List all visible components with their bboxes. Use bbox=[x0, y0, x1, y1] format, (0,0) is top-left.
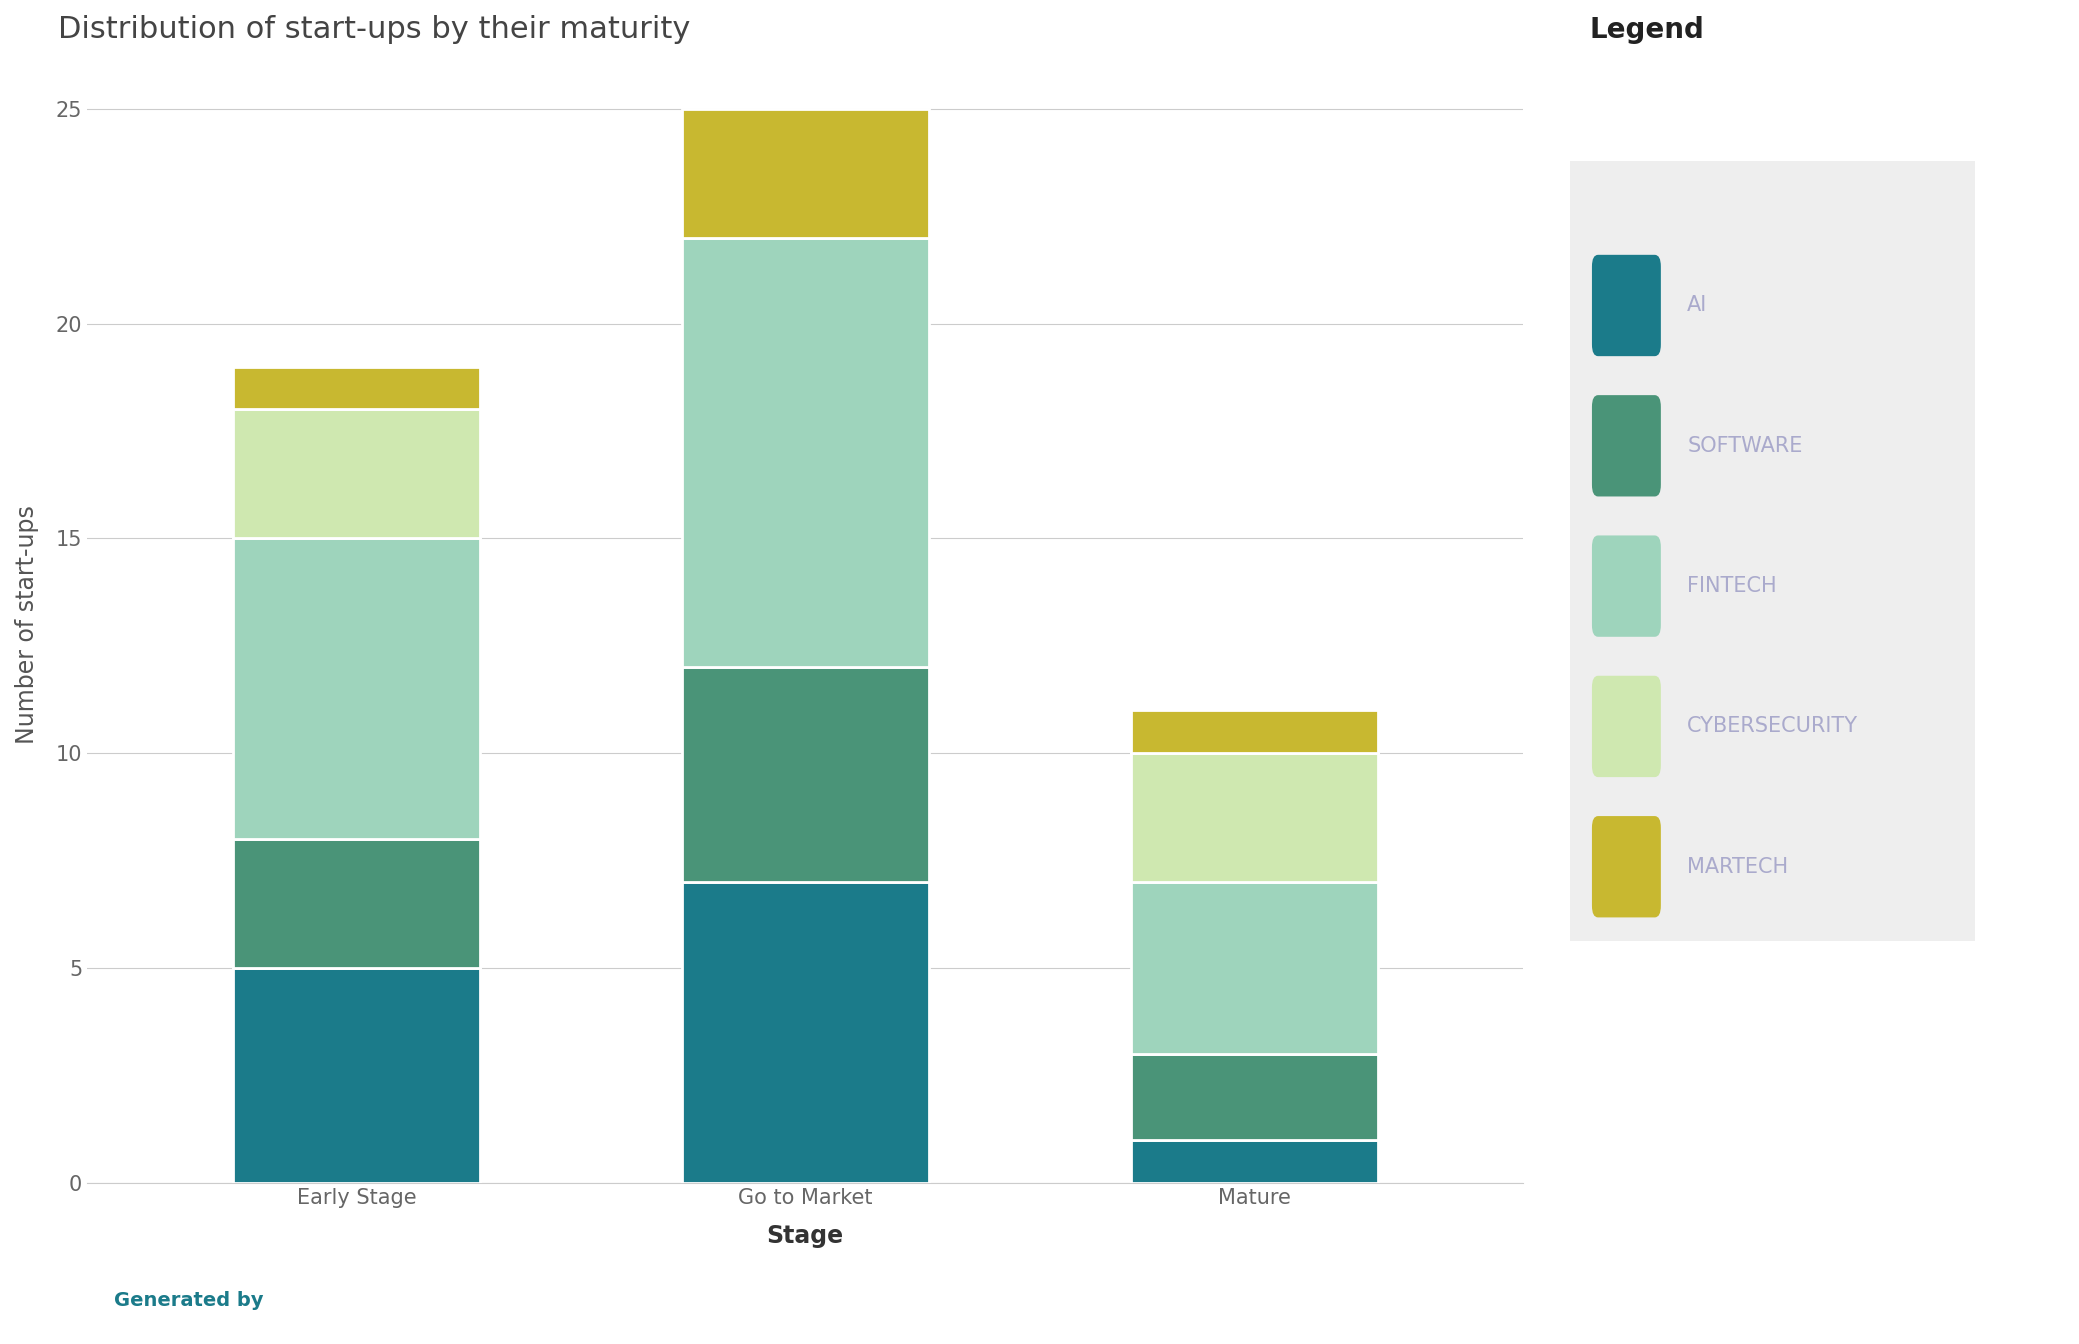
Text: FINTECH: FINTECH bbox=[1688, 577, 1778, 597]
Text: SOFTWARE: SOFTWARE bbox=[1688, 435, 1802, 456]
Bar bbox=[1131, 753, 1378, 882]
Bar bbox=[233, 367, 480, 410]
X-axis label: Stage: Stage bbox=[767, 1224, 844, 1249]
Bar bbox=[233, 539, 480, 839]
Text: MARTECH: MARTECH bbox=[1688, 856, 1788, 876]
FancyBboxPatch shape bbox=[1593, 535, 1661, 637]
FancyBboxPatch shape bbox=[1593, 676, 1661, 777]
Bar bbox=[233, 410, 480, 539]
Bar bbox=[1131, 882, 1378, 1054]
Text: AI: AI bbox=[1688, 296, 1707, 316]
Bar bbox=[233, 839, 480, 968]
Bar bbox=[682, 109, 929, 238]
Bar bbox=[233, 968, 480, 1183]
FancyBboxPatch shape bbox=[1593, 395, 1661, 496]
Bar bbox=[682, 238, 929, 667]
Text: CYBERSECURITY: CYBERSECURITY bbox=[1688, 716, 1859, 737]
Text: Distribution of start-ups by their maturity: Distribution of start-ups by their matur… bbox=[58, 15, 690, 44]
Text: Generated by: Generated by bbox=[114, 1292, 264, 1310]
Bar bbox=[682, 882, 929, 1183]
Bar bbox=[1131, 710, 1378, 753]
Text: Legend: Legend bbox=[1590, 16, 1705, 44]
FancyBboxPatch shape bbox=[1561, 145, 1983, 957]
Y-axis label: Number of start-ups: Number of start-ups bbox=[15, 505, 40, 743]
Bar bbox=[682, 667, 929, 882]
Bar bbox=[1131, 1140, 1378, 1183]
FancyBboxPatch shape bbox=[1593, 816, 1661, 918]
Bar bbox=[1131, 1054, 1378, 1140]
FancyBboxPatch shape bbox=[1593, 255, 1661, 356]
